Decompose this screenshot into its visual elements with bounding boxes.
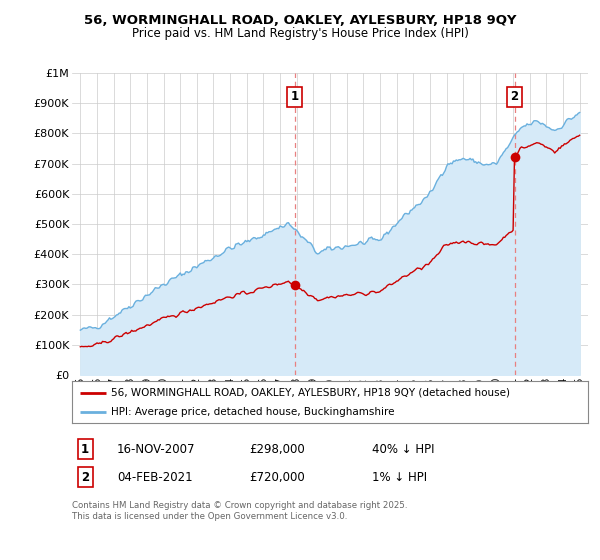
Text: 2: 2 <box>81 470 89 484</box>
Text: HPI: Average price, detached house, Buckinghamshire: HPI: Average price, detached house, Buck… <box>110 407 394 417</box>
Text: 1: 1 <box>81 442 89 456</box>
Text: 16-NOV-2007: 16-NOV-2007 <box>117 442 196 456</box>
Text: £720,000: £720,000 <box>249 470 305 484</box>
Text: 04-FEB-2021: 04-FEB-2021 <box>117 470 193 484</box>
Text: Price paid vs. HM Land Registry's House Price Index (HPI): Price paid vs. HM Land Registry's House … <box>131 27 469 40</box>
Text: 40% ↓ HPI: 40% ↓ HPI <box>372 442 434 456</box>
Text: 56, WORMINGHALL ROAD, OAKLEY, AYLESBURY, HP18 9QY (detached house): 56, WORMINGHALL ROAD, OAKLEY, AYLESBURY,… <box>110 388 510 398</box>
Text: Contains HM Land Registry data © Crown copyright and database right 2025.
This d: Contains HM Land Registry data © Crown c… <box>72 501 407 521</box>
Text: 1: 1 <box>290 91 299 104</box>
Text: £298,000: £298,000 <box>249 442 305 456</box>
Text: 1% ↓ HPI: 1% ↓ HPI <box>372 470 427 484</box>
Text: 56, WORMINGHALL ROAD, OAKLEY, AYLESBURY, HP18 9QY: 56, WORMINGHALL ROAD, OAKLEY, AYLESBURY,… <box>84 14 516 27</box>
Text: 2: 2 <box>511 91 518 104</box>
